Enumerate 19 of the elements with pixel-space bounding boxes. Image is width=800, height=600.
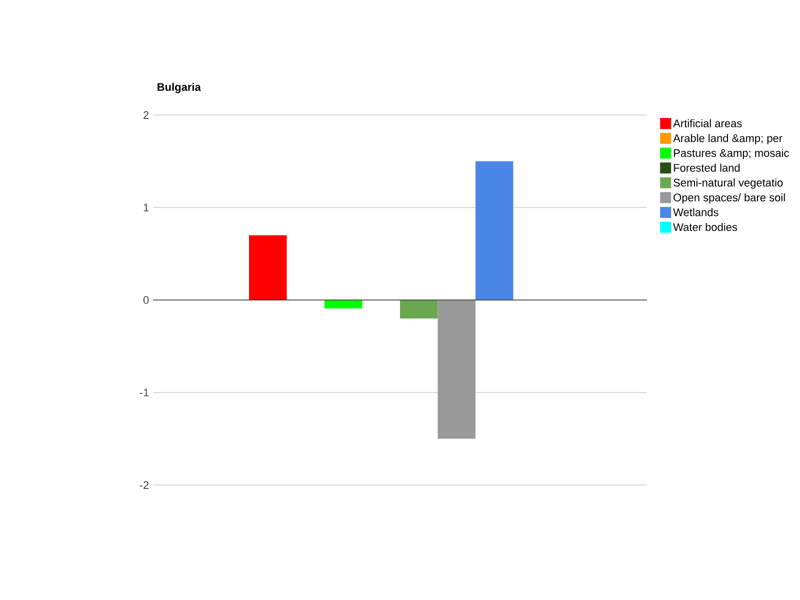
legend-label: Artificial areas: [673, 119, 742, 128]
legend-label: Arable land &amp; per: [673, 134, 782, 144]
legend-label: Pastures &amp; mosaic: [674, 148, 789, 160]
legend-label: Semi-natural vegetatio: [674, 178, 783, 189]
bar: [324, 300, 362, 308]
y-tick-label: -2: [140, 481, 149, 489]
y-tick-label: 2: [144, 111, 149, 119]
legend-label: Water bodies: [673, 222, 738, 232]
bar: [476, 161, 514, 300]
y-tick-label: 1: [144, 204, 149, 212]
chart-title: Bulgaria: [158, 82, 201, 94]
legend-label: Open spaces/ bare soil: [674, 193, 785, 204]
bar: [400, 300, 438, 318]
legend-label: Wetlands: [673, 208, 718, 216]
bar: [249, 235, 287, 300]
y-tick-label: -1: [140, 388, 149, 396]
bar: [438, 300, 476, 439]
y-tick-label: 0: [143, 296, 149, 304]
legend-label: Forested land: [674, 164, 740, 172]
